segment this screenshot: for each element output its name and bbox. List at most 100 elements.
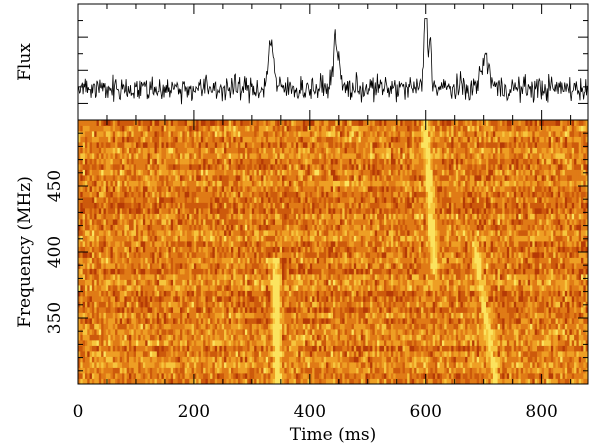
heatmap-cell: [300, 296, 304, 302]
heatmap-cell: [261, 197, 264, 203]
heatmap-cell: [124, 329, 128, 335]
heatmap-cell: [180, 290, 183, 297]
heatmap-cell: [242, 158, 246, 165]
heatmap-cell: [193, 312, 197, 319]
heatmap-cell: [101, 252, 104, 258]
heatmap-cell: [256, 367, 260, 374]
heatmap-cell: [89, 279, 93, 286]
heatmap-cell: [182, 345, 186, 352]
heatmap-cell: [182, 268, 186, 275]
heatmap-cell: [110, 208, 114, 214]
heatmap-cell: [300, 263, 304, 269]
heatmap-cell: [279, 373, 283, 379]
heatmap-cell: [237, 197, 241, 203]
heatmap-cell: [191, 334, 195, 341]
heatmap-cell: [161, 125, 165, 132]
heatmap-cell: [242, 323, 246, 330]
heatmap-cell: [221, 345, 225, 352]
heatmap-cell: [119, 279, 123, 286]
heatmap-cell: [154, 235, 158, 242]
heatmap-cell: [177, 356, 181, 363]
heatmap-cell: [84, 142, 88, 148]
heatmap-cell: [135, 246, 139, 253]
heatmap-cell: [258, 136, 262, 143]
heatmap-cell: [193, 334, 197, 341]
heatmap-cell: [291, 125, 294, 132]
heatmap-cell: [115, 378, 118, 385]
heatmap-cell: [84, 235, 88, 242]
heatmap-cell: [224, 169, 227, 176]
heatmap-cell: [94, 312, 97, 319]
heatmap-cell: [205, 285, 209, 291]
heatmap-cell: [110, 235, 114, 242]
heatmap-cell: [140, 169, 144, 176]
heatmap-cell: [124, 235, 128, 242]
heatmap-cell: [110, 318, 114, 324]
heatmap-cell: [149, 345, 153, 352]
heatmap-cell: [186, 274, 190, 280]
heatmap-cell: [101, 158, 104, 165]
heatmap-cell: [173, 274, 176, 280]
heatmap-cell: [291, 164, 294, 170]
heatmap-cell: [119, 378, 123, 385]
heatmap-cell: [166, 274, 169, 280]
heatmap-cell: [115, 191, 118, 198]
heatmap-cell: [231, 153, 234, 159]
heatmap-cell: [288, 125, 292, 132]
heatmap-cell: [205, 219, 209, 225]
heatmap-cell: [247, 312, 250, 319]
heatmap-cell: [108, 274, 111, 280]
heatmap-cell: [91, 191, 95, 198]
heatmap-cell: [156, 186, 160, 192]
heatmap-cell: [307, 307, 311, 313]
heatmap-cell: [117, 296, 121, 302]
heatmap-cell: [196, 312, 199, 319]
heatmap-cell: [279, 208, 283, 214]
heatmap-cell: [293, 158, 297, 165]
heatmap-cell: [265, 131, 269, 137]
heatmap-cell: [156, 334, 160, 341]
heatmap-cell: [319, 356, 322, 363]
heatmap-cell: [182, 153, 186, 159]
heatmap-cell: [237, 191, 241, 198]
heatmap-cell: [205, 235, 209, 242]
heatmap-cell: [129, 186, 132, 192]
heatmap-cell: [265, 230, 269, 236]
heatmap-cell: [142, 169, 146, 176]
heatmap-cell: [145, 290, 148, 297]
heatmap-cell: [147, 312, 151, 319]
heatmap-cell: [163, 301, 167, 308]
heatmap-cell: [258, 131, 262, 137]
heatmap-cell: [91, 356, 95, 363]
heatmap-cell: [247, 219, 250, 225]
heatmap-cell: [161, 351, 165, 357]
heatmap-cell: [182, 213, 186, 220]
heatmap-cell: [203, 131, 206, 137]
heatmap-cell: [110, 312, 114, 319]
heatmap-cell: [189, 329, 192, 335]
heatmap-cell: [191, 351, 195, 357]
heatmap-cell: [254, 235, 257, 242]
heatmap-cell: [198, 158, 202, 165]
heatmap-cell: [84, 175, 88, 181]
heatmap-cell: [80, 268, 84, 275]
heatmap-cell: [203, 219, 206, 225]
heatmap-cell: [166, 131, 169, 137]
heatmap-cell: [244, 158, 248, 165]
heatmap-cell: [110, 213, 114, 220]
heatmap-cell: [224, 323, 227, 330]
heatmap-cell: [314, 274, 318, 280]
heatmap-cell: [244, 246, 248, 253]
heatmap-cell: [168, 164, 172, 170]
heatmap-cell: [282, 252, 285, 258]
heatmap-cell: [184, 197, 188, 203]
heatmap-cell: [226, 186, 230, 192]
heatmap-cell: [145, 131, 148, 137]
heatmap-cell: [200, 263, 204, 269]
heatmap-cell: [309, 373, 313, 379]
heatmap-cell: [186, 230, 190, 236]
heatmap-cell: [170, 367, 174, 374]
heatmap-cell: [154, 345, 158, 352]
heatmap-cell: [126, 235, 130, 242]
heatmap-cell: [219, 197, 223, 203]
